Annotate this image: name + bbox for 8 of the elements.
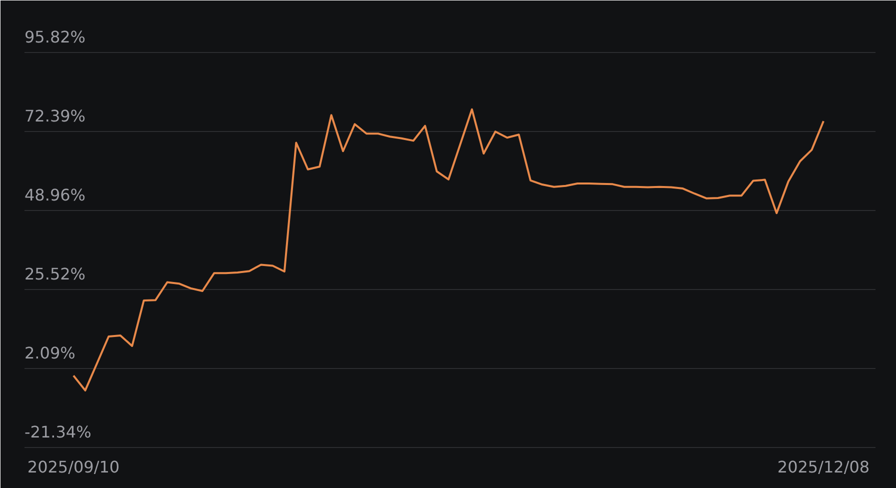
y-tick-label: -21.34% — [24, 422, 92, 442]
y-tick-label: 72.39% — [24, 106, 86, 126]
y-tick-label: 2.09% — [24, 344, 76, 363]
x-tick-label: 2025/12/08 — [777, 458, 870, 477]
y-tick-label: 48.96% — [24, 186, 86, 205]
y-tick-label: 95.82% — [24, 28, 86, 47]
y-tick-label: 25.52% — [24, 264, 86, 284]
x-tick-label: 2025/09/10 — [27, 458, 120, 477]
